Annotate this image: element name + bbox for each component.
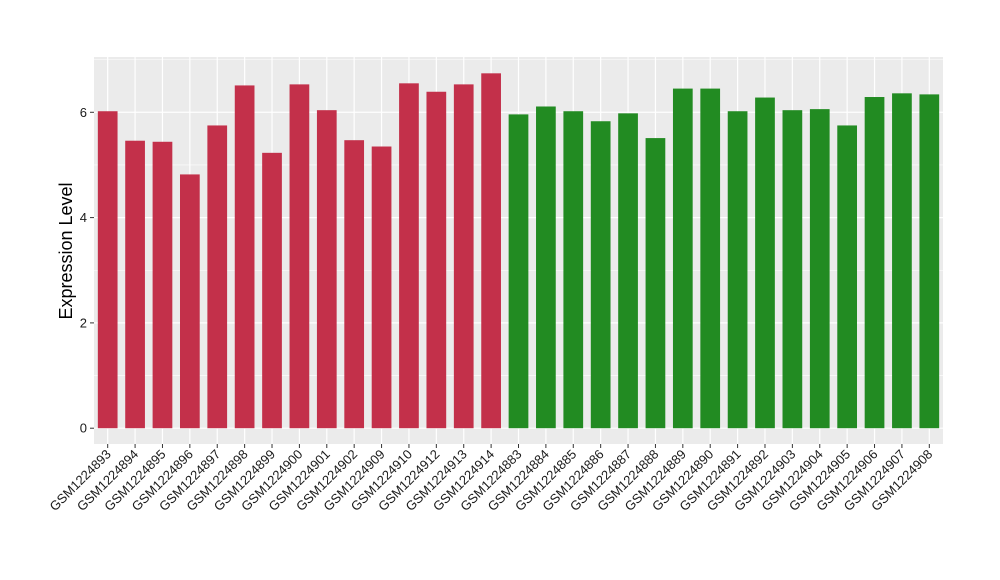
- y-tick-label: 4: [80, 210, 87, 225]
- bar-GSM1224889: [672, 88, 693, 429]
- bar-GSM1224894: [125, 140, 145, 429]
- y-axis: 0 2 4 6: [80, 105, 94, 436]
- bar-GSM1224905: [837, 125, 858, 429]
- bar-GSM1224891: [727, 111, 748, 429]
- y-tick-label: 2: [80, 315, 87, 330]
- bar-GSM1224893: [97, 111, 118, 429]
- bar-GSM1224900: [289, 84, 310, 429]
- bar-GSM1224888: [645, 138, 666, 429]
- bar-GSM1224898: [234, 85, 255, 429]
- bar-GSM1224896: [179, 174, 200, 429]
- bar-GSM1224907: [892, 93, 912, 429]
- bar-GSM1224904: [809, 109, 830, 429]
- bar-GSM1224903: [782, 110, 803, 429]
- y-axis-title: Expression Level: [56, 182, 76, 319]
- bar-GSM1224914: [481, 73, 501, 429]
- bar-GSM1224906: [864, 97, 885, 429]
- bar-GSM1224890: [700, 88, 721, 429]
- y-tick-label: 6: [80, 105, 87, 120]
- bar-GSM1224884: [536, 106, 556, 429]
- bar-GSM1224912: [426, 91, 447, 429]
- bar-GSM1224910: [399, 83, 419, 429]
- bar-GSM1224908: [919, 94, 940, 429]
- bar-GSM1224897: [207, 125, 228, 429]
- bar-GSM1224883: [508, 114, 529, 429]
- bar-GSM1224899: [262, 152, 282, 429]
- x-axis: GSM1224893GSM1224894GSM1224895GSM1224896…: [46, 444, 935, 514]
- bar-GSM1224885: [563, 111, 584, 429]
- bar-GSM1224901: [316, 110, 337, 429]
- y-tick-label: 0: [80, 421, 87, 436]
- bar-GSM1224895: [152, 141, 173, 429]
- bar-GSM1224886: [590, 121, 611, 429]
- bar-GSM1224902: [344, 140, 365, 429]
- bar-GSM1224913: [453, 84, 474, 429]
- bars-layer: [97, 73, 940, 429]
- bar-GSM1224892: [755, 97, 775, 429]
- bar-GSM1224887: [618, 113, 638, 429]
- bar-GSM1224909: [371, 146, 392, 429]
